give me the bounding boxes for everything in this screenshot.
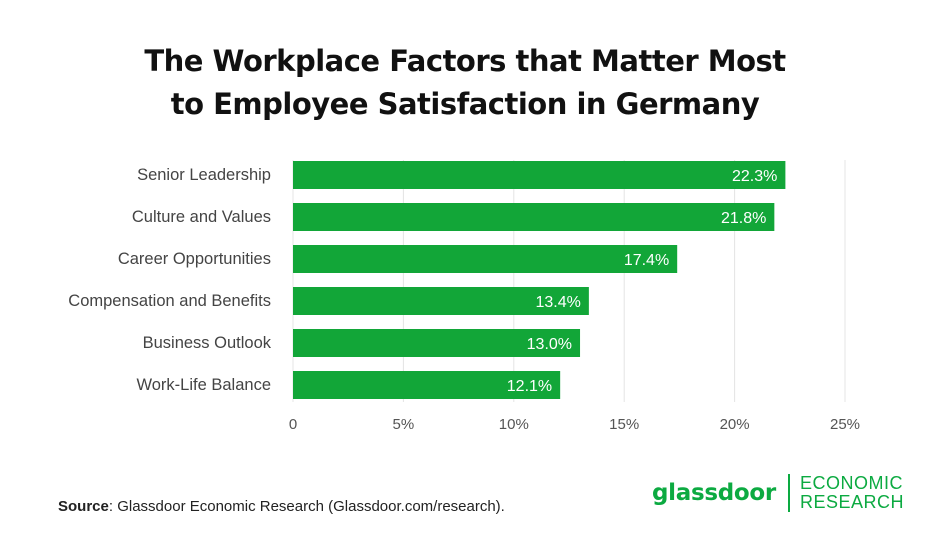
chart-title-line-1: The Workplace Factors that Matter Most [144, 44, 786, 78]
x-tick-label: 10% [499, 416, 529, 433]
x-tick-label: 15% [609, 416, 639, 433]
bar [293, 329, 581, 357]
chart-title-line-2: to Employee Satisfaction in Germany [170, 87, 760, 121]
source-note: Source: Glassdoor Economic Research (Gla… [58, 498, 505, 515]
category-label: Work-Life Balance [136, 376, 271, 394]
logo-divider [787, 474, 790, 512]
bar [293, 245, 678, 273]
category-label: Compensation and Benefits [68, 292, 271, 310]
category-label: Career Opportunities [118, 250, 271, 268]
bar [293, 371, 561, 399]
source-text: : Glassdoor Economic Research (Glassdoor… [108, 498, 505, 515]
value-label: 12.1% [507, 378, 552, 395]
glassdoor-economic-research-logo: glassdoor ECONOMIC RESEARCH [652, 470, 904, 516]
value-label: 13.0% [527, 336, 572, 353]
logo-subtitle: ECONOMIC RESEARCH [800, 474, 904, 512]
chart-title: The Workplace Factors that Matter Most t… [0, 40, 930, 126]
value-label: 22.3% [732, 168, 777, 185]
x-tick-label: 25% [830, 416, 860, 433]
category-label: Senior Leadership [137, 166, 271, 184]
value-label: 13.4% [535, 294, 580, 311]
category-label: Culture and Values [132, 208, 271, 226]
bar [293, 161, 786, 189]
logo-subtitle-line-1: ECONOMIC [799, 473, 903, 493]
logo-wordmark: glassdoor [652, 480, 776, 506]
x-tick-label: 5% [393, 416, 415, 433]
value-label: 21.8% [721, 210, 766, 227]
x-tick-label: 20% [720, 416, 750, 433]
source-label: Source [58, 498, 109, 515]
category-label: Business Outlook [143, 334, 272, 352]
bar [293, 287, 589, 315]
value-label: 17.4% [624, 252, 669, 269]
logo-subtitle-line-2: RESEARCH [799, 492, 904, 512]
x-tick-label: 0 [289, 416, 297, 433]
bar [293, 203, 775, 231]
